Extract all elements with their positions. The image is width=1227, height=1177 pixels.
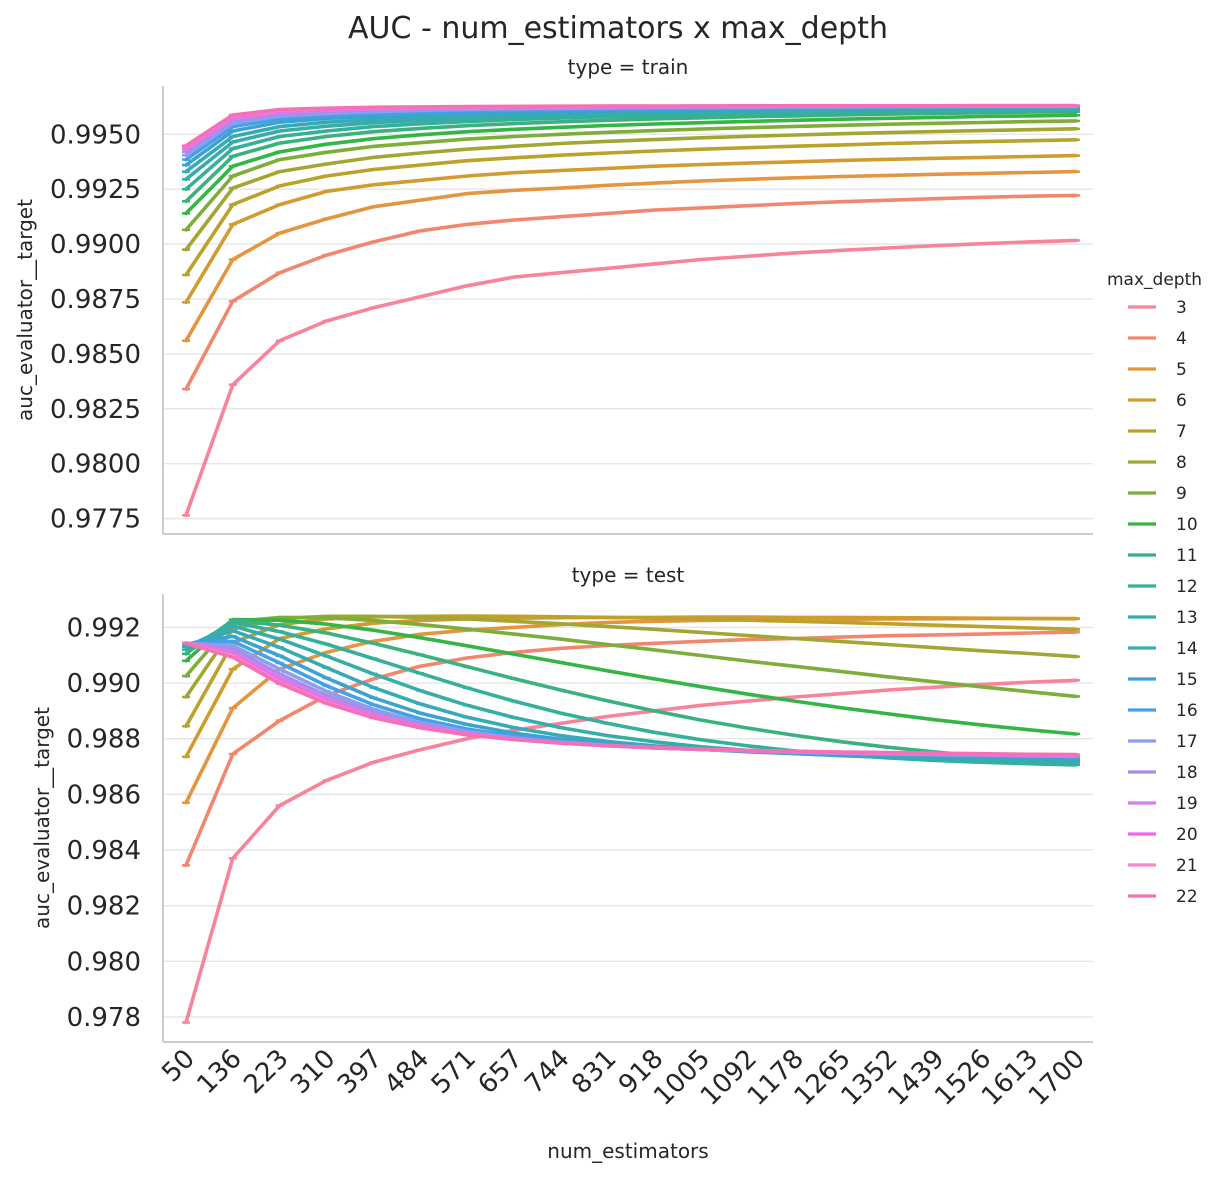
y-tick-label: 0.9875	[50, 285, 141, 315]
series-line-max-depth-10	[184, 113, 1078, 216]
y-tick-label: 0.986	[67, 780, 141, 810]
y-tick-label: 0.9925	[50, 175, 141, 205]
legend-item: 6	[1128, 391, 1187, 411]
series-line-max-depth-4	[184, 193, 1078, 391]
y-tick-label: 0.9775	[50, 505, 141, 535]
legend-label: 6	[1176, 391, 1187, 411]
legend-label: 17	[1176, 732, 1198, 752]
series-line-max-depth-22	[184, 103, 1078, 148]
x-tick-label: 484	[379, 1044, 435, 1100]
legend: max_depth 3 4 5 6 7 8 9 10 11 12 13 14 15 16 17 18 19 20 2…	[1107, 270, 1202, 907]
series-line-max-depth-11	[184, 109, 1078, 204]
series-line-max-depth-3	[184, 238, 1078, 518]
y-tick-label: 0.980	[67, 947, 141, 977]
legend-title: max_depth	[1107, 270, 1202, 290]
series-line-max-depth-9	[184, 119, 1078, 232]
legend-item: 13	[1128, 608, 1198, 628]
legend-label: 15	[1176, 670, 1198, 690]
legend-label: 21	[1176, 856, 1198, 876]
legend-item: 5	[1128, 360, 1187, 380]
y-tick-label: 0.992	[67, 613, 141, 643]
series-line-max-depth-6	[184, 153, 1078, 305]
series-line-max-depth-10	[184, 617, 1078, 736]
y-tick-label: 0.984	[67, 836, 141, 866]
legend-item: 15	[1128, 670, 1198, 690]
x-tick-label: 310	[285, 1044, 341, 1100]
x-tick-label: 657	[473, 1044, 529, 1100]
legend-item: 21	[1128, 856, 1198, 876]
legend-item: 16	[1128, 701, 1198, 721]
series-line-max-depth-22	[184, 641, 1078, 757]
legend-label: 18	[1176, 763, 1198, 783]
y-axis-label: auc_evaluator__target	[13, 199, 37, 421]
facet-title: type = test	[572, 563, 685, 587]
series-line-max-depth-8	[184, 127, 1078, 252]
series-line-max-depth-8	[184, 614, 1078, 699]
legend-label: 11	[1176, 546, 1198, 566]
x-axis-label: num_estimators	[547, 1139, 708, 1163]
legend-item: 11	[1128, 546, 1198, 566]
legend-label: 7	[1176, 422, 1187, 442]
legend-label: 8	[1176, 453, 1187, 473]
legend-label: 4	[1176, 329, 1187, 349]
series-line-max-depth-3	[184, 678, 1078, 1025]
series-line-max-depth-9	[184, 615, 1078, 699]
chart-title: AUC - num_estimators x max_depth	[348, 11, 888, 46]
legend-item: 8	[1128, 453, 1187, 473]
legend-label: 9	[1176, 484, 1187, 504]
y-tick-label: 0.9850	[50, 340, 141, 370]
series-line-max-depth-4	[184, 630, 1078, 868]
legend-item: 20	[1128, 825, 1198, 845]
x-tick-label: 571	[426, 1044, 482, 1100]
facet-panel-2: type = test auc_evaluator__target 0.978 0.9…	[30, 563, 1093, 1112]
legend-label: 22	[1176, 887, 1198, 907]
y-tick-label: 0.9950	[50, 120, 141, 150]
legend-item: 17	[1128, 732, 1198, 752]
facet-panel-1: type = train auc_evaluator__target 0.9775 0…	[13, 55, 1093, 535]
legend-item: 19	[1128, 794, 1198, 814]
legend-label: 12	[1176, 577, 1198, 597]
legend-item: 22	[1128, 887, 1198, 907]
legend-item: 10	[1128, 515, 1198, 535]
series-group	[182, 614, 1080, 1025]
legend-label: 16	[1176, 701, 1198, 721]
y-tick-label: 0.9900	[50, 230, 141, 260]
x-tick-label: 397	[332, 1044, 388, 1100]
legend-label: 5	[1176, 360, 1187, 380]
x-tick-label: 1700	[1023, 1044, 1091, 1112]
facet-title: type = train	[568, 55, 689, 79]
series-line-max-depth-5	[184, 169, 1078, 343]
x-tick-label: 136	[191, 1044, 247, 1100]
x-tick-label: 223	[238, 1044, 294, 1100]
legend-label: 3	[1176, 298, 1187, 318]
legend-item: 7	[1128, 422, 1187, 442]
legend-label: 10	[1176, 515, 1198, 535]
y-tick-label: 0.978	[67, 1003, 141, 1033]
legend-item: 9	[1128, 484, 1187, 504]
legend-item: 18	[1128, 763, 1198, 783]
x-tick-label: 744	[519, 1044, 575, 1100]
legend-label: 14	[1176, 639, 1198, 659]
y-tick-label: 0.988	[67, 725, 141, 755]
legend-item: 3	[1128, 298, 1187, 318]
series-group	[182, 103, 1080, 518]
x-tick-label: 831	[566, 1044, 622, 1100]
legend-item: 4	[1128, 329, 1187, 349]
y-tick-label: 0.990	[67, 669, 141, 699]
legend-item: 14	[1128, 639, 1198, 659]
y-tick-label: 0.982	[67, 892, 141, 922]
y-axis-label: auc_evaluator__target	[30, 707, 54, 929]
y-tick-label: 0.9825	[50, 395, 141, 425]
legend-item: 12	[1128, 577, 1198, 597]
series-line-max-depth-7	[184, 138, 1078, 277]
legend-label: 20	[1176, 825, 1198, 845]
legend-label: 19	[1176, 794, 1198, 814]
legend-label: 13	[1176, 608, 1198, 628]
facet-panels: type = train auc_evaluator__target 0.9775 0…	[13, 55, 1093, 1112]
y-tick-label: 0.9800	[50, 450, 141, 480]
